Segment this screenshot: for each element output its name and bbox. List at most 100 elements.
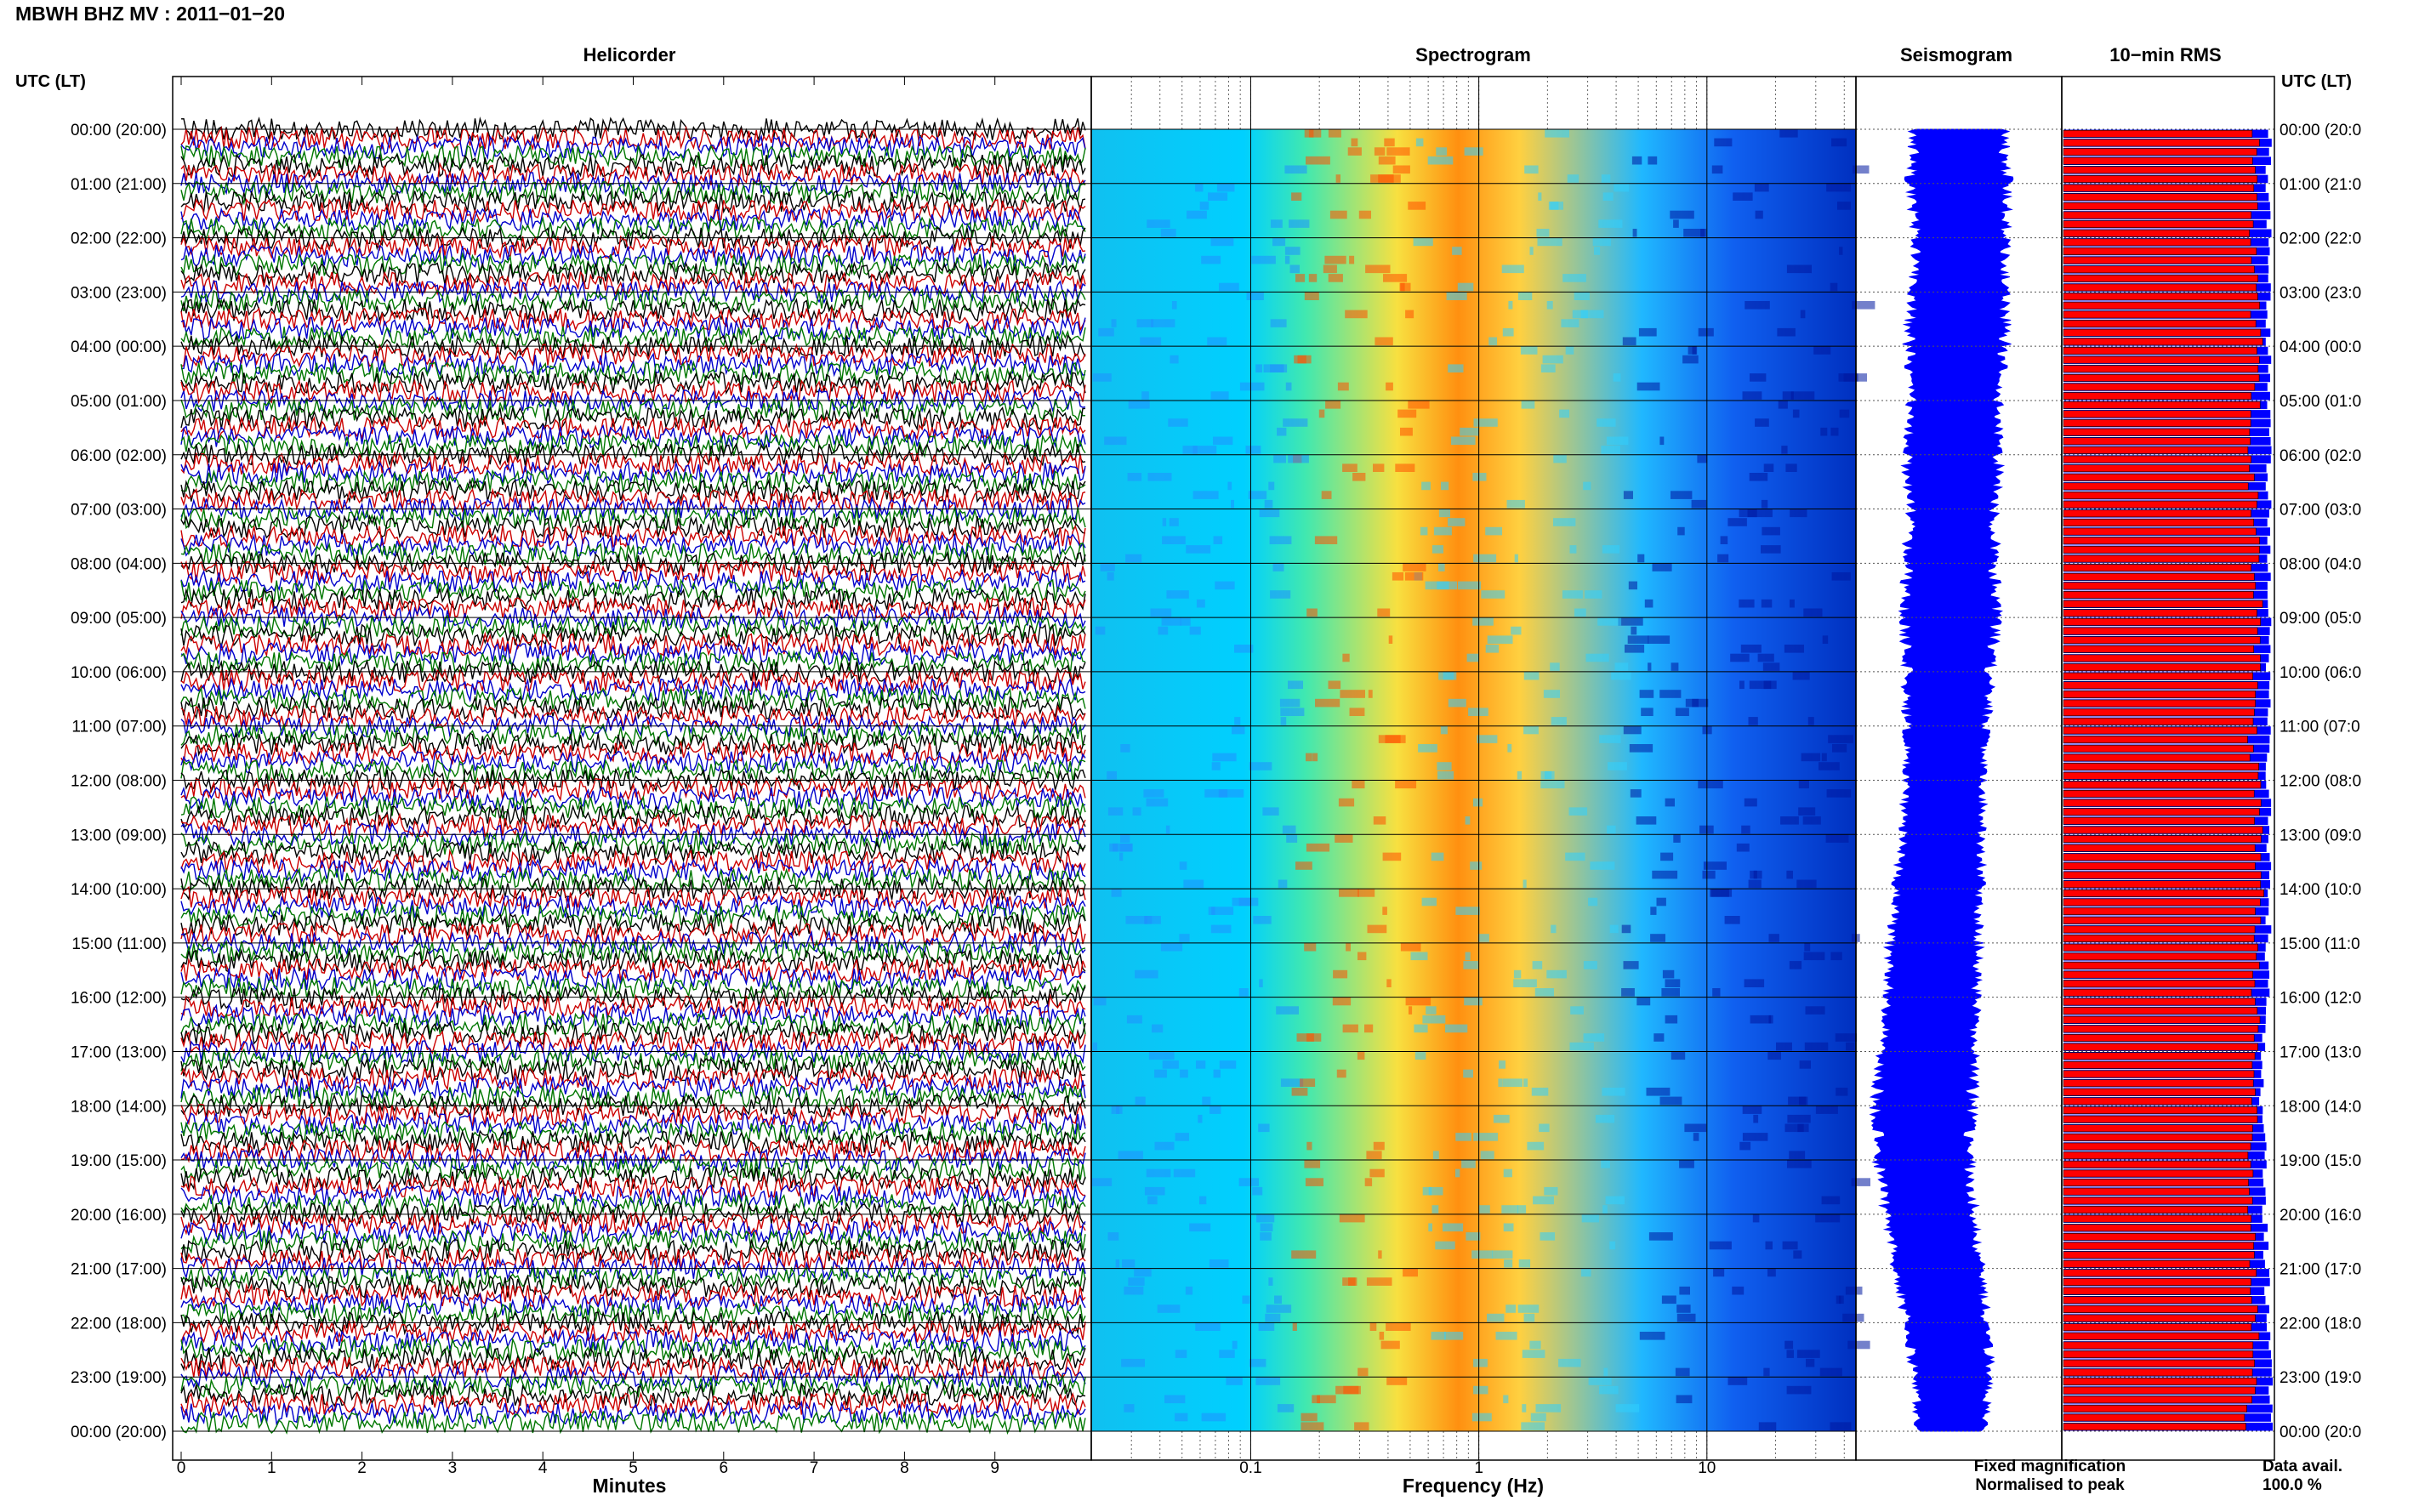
- spectrogram-speckle: [1213, 536, 1223, 544]
- spectrogram-speckle: [1431, 1205, 1439, 1214]
- spectrogram-speckle: [1517, 1205, 1527, 1214]
- spectrogram-speckle: [1219, 1060, 1237, 1069]
- spectrogram-speckle: [1522, 1350, 1545, 1358]
- spectrogram-speckle: [1710, 889, 1733, 897]
- rms-normalised-bar: [2063, 853, 2262, 861]
- rms-normalised-bar: [2063, 156, 2253, 165]
- spectrogram-speckle: [1631, 626, 1637, 635]
- spectrogram-speckle: [1324, 255, 1346, 264]
- spectrogram-speckle: [1386, 979, 1392, 987]
- spectrogram-speckle: [1671, 662, 1679, 671]
- spectrogram-speckle: [1458, 581, 1482, 590]
- legend-fixed-magnification: Fixed magnification: [1974, 1458, 2126, 1475]
- spectrogram-speckle: [1113, 843, 1133, 852]
- spectrogram-speckle: [1377, 608, 1391, 617]
- spectrogram-speckle: [1147, 219, 1170, 228]
- spectrogram-speckle: [1186, 545, 1211, 554]
- spectrogram-speckle: [1366, 1277, 1392, 1286]
- rms-normalised-bar: [2063, 970, 2253, 979]
- helicorder-trace: [180, 1337, 1086, 1363]
- spectrogram-speckle: [1621, 988, 1635, 997]
- spectrogram-speckle: [1289, 219, 1310, 228]
- spectrogram-speckle: [1432, 1151, 1439, 1159]
- spectrogram-speckle: [1739, 1141, 1751, 1151]
- rms-normalised-bar: [2063, 1278, 2251, 1286]
- hour-label-left: 05:00 (01:00): [71, 393, 167, 411]
- rms-normalised-bar: [2063, 211, 2252, 219]
- hour-label-left: 00:00 (20:00): [71, 122, 167, 139]
- spectrogram-speckle: [1408, 401, 1430, 409]
- spectrogram-speckle: [1162, 536, 1186, 544]
- helicorder-trace: [180, 821, 1086, 848]
- hour-label-right: 11:00 (07:0: [2280, 719, 2360, 736]
- spectrogram-speckle: [1438, 671, 1454, 680]
- spectrogram-speckle: [1782, 1241, 1798, 1250]
- hour-label-left: 12:00 (08:00): [71, 773, 167, 791]
- spectrogram-speckle: [1684, 1123, 1707, 1133]
- minute-tick-label: 5: [629, 1459, 638, 1477]
- spectrogram-speckle: [1623, 725, 1642, 735]
- spectrogram-speckle: [1369, 1168, 1385, 1178]
- spectrogram-speckle: [1572, 310, 1588, 319]
- rms-normalised-bar: [2063, 293, 2258, 301]
- spectrogram-speckle: [1820, 427, 1828, 436]
- spectrogram-speckle: [1796, 1350, 1820, 1358]
- spectrogram-speckle: [1270, 590, 1291, 599]
- rms-normalised-bar: [2063, 310, 2251, 319]
- spectrogram-speckle: [1763, 463, 1774, 472]
- helicorder-trace: [180, 1092, 1086, 1118]
- spectrogram-speckle: [1761, 599, 1773, 608]
- spectrogram-speckle: [1136, 319, 1153, 327]
- spectrogram-speckle: [1127, 473, 1142, 481]
- spectrogram-speckle: [1477, 934, 1489, 942]
- rms-normalised-bar: [2063, 654, 2261, 662]
- spectrogram-speckle: [1514, 554, 1518, 563]
- spectrogram-speckle: [1125, 554, 1142, 563]
- spectrogram-speckle: [1673, 219, 1679, 228]
- spectrogram-speckle: [1648, 662, 1652, 671]
- helicorder-trace: [180, 197, 1086, 223]
- hour-label-left: 07:00 (03:00): [71, 502, 167, 520]
- helicorder-trace: [180, 215, 1086, 242]
- spectrogram-speckle: [1546, 969, 1567, 979]
- spectrogram-speckle: [1744, 798, 1757, 807]
- helicorder-trace: [180, 1400, 1086, 1426]
- rms-normalised-bar: [2063, 890, 2264, 897]
- spectrogram-speckle: [1166, 590, 1189, 599]
- spectrogram-speckle: [1648, 156, 1658, 165]
- spectrogram-speckle: [1837, 202, 1851, 210]
- spectrogram-speckle: [1422, 1186, 1432, 1196]
- spectrogram-speckle: [1276, 1006, 1299, 1015]
- rms-normalised-bar: [2063, 129, 2253, 138]
- spectrogram-speckle: [1713, 1268, 1725, 1277]
- spectrogram-speckle: [1503, 1168, 1512, 1178]
- rms-normalised-bar: [2063, 1070, 2255, 1078]
- spectrogram-speckle: [1404, 572, 1424, 581]
- spectrogram-speckle: [1609, 924, 1619, 934]
- spectrogram-speckle: [1204, 789, 1228, 798]
- spectrogram-speckle: [1347, 147, 1362, 156]
- hour-label-left: 03:00 (23:00): [71, 284, 167, 302]
- spectrogram-speckle: [1565, 346, 1574, 355]
- spectrogram-speckle: [1414, 1051, 1426, 1060]
- spectrogram-speckle: [1659, 1096, 1682, 1106]
- spectrogram-speckle: [1676, 1305, 1691, 1313]
- spectrogram-speckle: [1107, 1232, 1119, 1241]
- hour-label-left: 11:00 (07:00): [71, 719, 167, 736]
- spectrogram-speckle: [1540, 1232, 1556, 1241]
- spectrogram-speckle: [1543, 690, 1560, 698]
- helicorder-trace: [180, 929, 1086, 956]
- helicorder-trace: [180, 188, 1086, 215]
- panel-frames: [172, 76, 2275, 1461]
- rms-normalised-bar: [2063, 862, 2256, 870]
- helicorder-trace: [180, 867, 1086, 893]
- spectrogram-speckle: [1162, 518, 1167, 526]
- helicorder-trace: [180, 315, 1086, 341]
- spectrogram-speckle: [1768, 934, 1779, 942]
- spectrogram-speckle: [1551, 717, 1567, 725]
- spectrogram-speckle: [1602, 1088, 1625, 1096]
- rms-normalised-bar: [2063, 355, 2260, 364]
- spectrogram-speckle: [1821, 753, 1827, 762]
- spectrogram-speckle: [1210, 237, 1234, 247]
- spectrogram-speckle: [1158, 626, 1169, 635]
